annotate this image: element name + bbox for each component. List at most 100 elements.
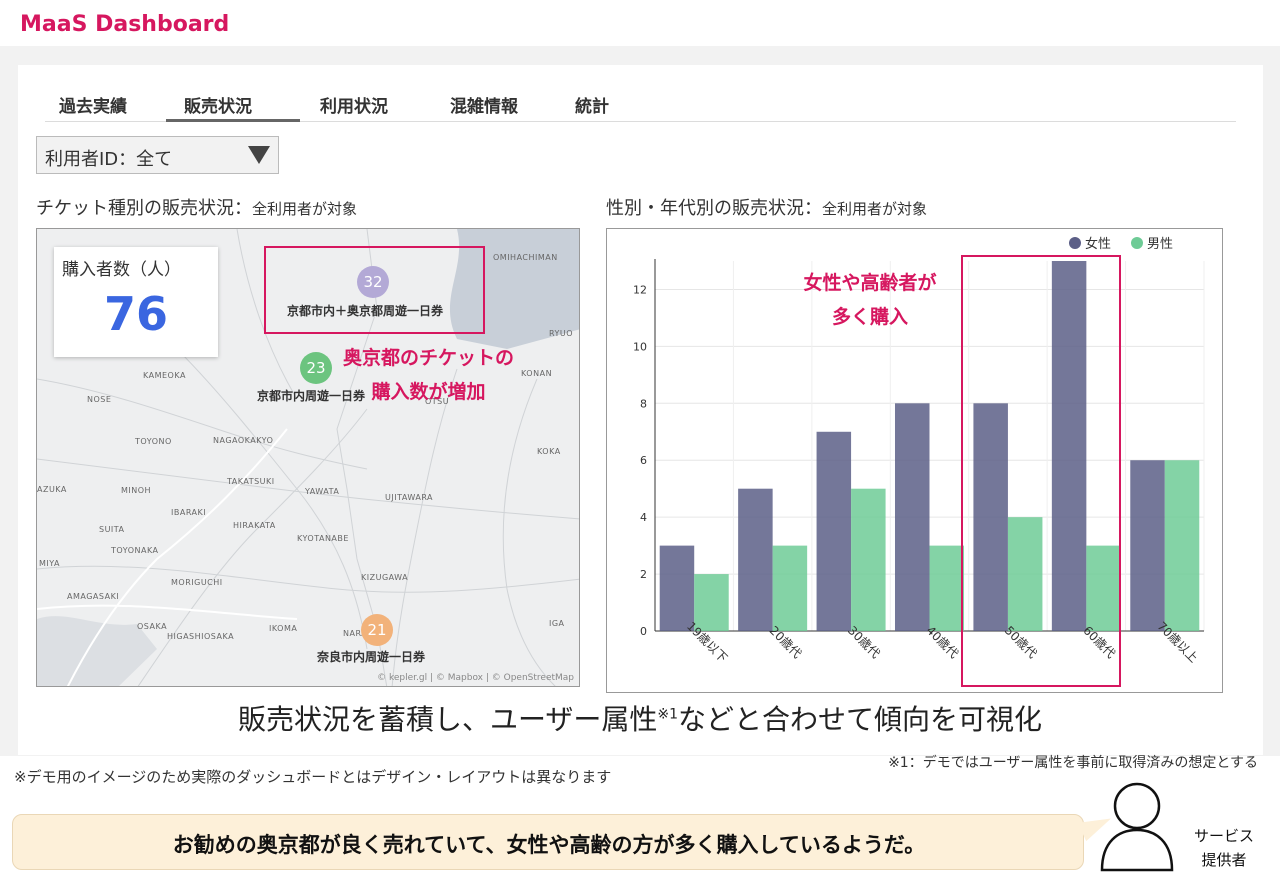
tab-bar: 過去実績 販売状況 利用状況 混雑情報 統計 [45, 88, 1236, 122]
osaka-bay [37, 616, 157, 686]
place-label: HIRAKATA [233, 521, 276, 530]
place-label: IBARAKI [171, 508, 207, 517]
map-attribution: © kepler.gl | © Mapbox | © OpenStreetMap [377, 673, 574, 683]
place-label: OSAKA [137, 622, 168, 631]
person-icon [1100, 782, 1174, 872]
legend-swatch [1131, 237, 1143, 249]
footnote-demo-disclaimer: ※デモ用のイメージのため実際のダッシュボードとはデザイン・レイアウトは異なります [14, 768, 612, 786]
bar-male [1164, 460, 1200, 631]
bar-female [816, 431, 852, 631]
chevron-down-icon [248, 146, 270, 164]
bar-female [1051, 261, 1087, 631]
y-tick-label: 4 [640, 511, 647, 524]
place-label: RYUO [549, 329, 574, 338]
bar-female [894, 403, 930, 631]
chart-annotation: 女性や高齢者が 多く購入 [770, 266, 970, 334]
speech-text: お勧めの奥京都が良く売れていて、女性や高齢の方が多く購入しているようだ。 [172, 833, 926, 857]
bar-male [772, 545, 808, 631]
bar-male [1007, 517, 1043, 631]
ticket-sales-section-title: チケット種別の販売状況：全利用者が対象 [36, 194, 357, 220]
y-tick-label: 10 [633, 340, 647, 353]
purchaser-count-card: 購入者数（人） 76 [54, 247, 218, 357]
place-label: OTSU [425, 397, 450, 406]
bar-male [694, 574, 729, 631]
map-roads [37, 229, 579, 686]
cluster-kyoto-city[interactable]: 23 [300, 352, 332, 384]
y-tick-label: 2 [640, 568, 647, 581]
tab-past-results[interactable]: 過去実績 [59, 97, 127, 117]
place-label: YAWATA [305, 487, 340, 496]
place-label: MORIGUCHI [171, 578, 223, 587]
caption-text: 販売状況を蓄積し、ユーザー属性 [237, 703, 658, 736]
place-label: TAKATSUKI [227, 477, 275, 486]
y-tick-label: 0 [640, 625, 647, 638]
oku-kyoto-highlight-box [264, 246, 485, 334]
legend-swatch [1069, 237, 1081, 249]
persona-label: サービス 提供者 [1192, 824, 1256, 872]
sales-map[interactable]: OMIHACHIMAN RYUO KONAN KAMEOKA NOSE TOYO… [36, 228, 580, 687]
persona-line: 提供者 [1201, 851, 1247, 869]
legend-label: 女性 [1085, 236, 1111, 252]
section-subtitle: 全利用者が対象 [822, 200, 928, 218]
place-label: TOYONAKA [111, 546, 159, 555]
footnote-user-attributes: ※1：デモではユーザー属性を事前に取得済みの想定とする [888, 755, 1258, 771]
bar-male [1086, 545, 1121, 631]
place-label: AMAGASAKI [67, 592, 120, 601]
place-label: NARA [343, 629, 368, 638]
tab-congestion[interactable]: 混雑情報 [450, 97, 518, 117]
place-label: IGA [549, 619, 565, 628]
bar-female [738, 488, 773, 631]
chart-annotation-line: 女性や高齢者が [803, 272, 937, 294]
place-label: UJITAWARA [385, 493, 434, 502]
cluster-label-kyoto-city: 京都市内周遊一日券 [257, 389, 366, 403]
place-label: SUITA [99, 525, 125, 534]
summary-caption: 販売状況を蓄積し、ユーザー属性※1などと合わせて傾向を可視化 [0, 698, 1280, 738]
cluster-label-oku-kyoto: 京都市内＋奥京都周遊一日券 [287, 304, 444, 318]
demographic-sales-section-title: 性別・年代別の販売状況：全利用者が対象 [606, 194, 927, 220]
bar-female [659, 545, 695, 631]
kpi-label: 購入者数（人） [62, 260, 181, 280]
bar-male [929, 545, 965, 631]
place-label: MINOH [121, 486, 152, 495]
kpi-value: 76 [103, 287, 168, 341]
caption-text-2: などと合わせて傾向を可視化 [678, 703, 1043, 736]
bar-female [1130, 460, 1165, 631]
section-title-text: チケット種別の販売状況： [36, 198, 252, 219]
place-label: KYOTANABE [297, 534, 349, 543]
place-label: NAGAOKAKYO [213, 436, 274, 445]
cluster-nara-city[interactable]: 21 [361, 614, 393, 646]
place-label: OMIHACHIMAN [493, 253, 558, 262]
place-label: AZUKA [37, 485, 67, 494]
bar-male [851, 488, 886, 631]
map-annotation-line: 奥京都のチケットの [343, 347, 515, 369]
place-label: IKOMA [269, 624, 298, 633]
speech-bubble: お勧めの奥京都が良く売れていて、女性や高齢の方が多く購入しているようだ。 [12, 814, 1084, 870]
chart-annotation-line: 多く購入 [831, 306, 908, 328]
place-label: KIZUGAWA [361, 573, 409, 582]
lake-biwa [449, 229, 579, 349]
legend-label: 男性 [1147, 237, 1173, 252]
tab-statistics[interactable]: 統計 [575, 97, 609, 117]
place-label: KAMEOKA [143, 371, 186, 380]
dropdown-label: 利用者ID：全て [45, 149, 173, 170]
map-annotation-line: 購入数が増加 [371, 381, 486, 403]
place-label: HIGASHIOSAKA [167, 632, 235, 641]
user-id-filter-dropdown[interactable]: 利用者ID：全て [36, 136, 279, 174]
section-subtitle: 全利用者が対象 [252, 200, 358, 218]
bar-female [973, 403, 1008, 631]
place-label: TOYONO [135, 437, 172, 446]
tab-usage-status[interactable]: 利用状況 [320, 97, 388, 117]
y-tick-label: 8 [640, 397, 647, 410]
caption-footnote-mark: ※1 [657, 706, 679, 723]
map-annotation: 奥京都のチケットの 購入数が増加 [343, 341, 514, 409]
y-tick-label: 12 [633, 283, 647, 296]
app-title: MaaS Dashboard [20, 12, 230, 37]
senior-female-highlight-box [961, 255, 1121, 687]
place-label: KOKA [537, 447, 561, 456]
place-label: NOSE [87, 395, 112, 404]
cluster-label-nara-city: 奈良市内周遊一日券 [317, 650, 426, 664]
cluster-oku-kyoto[interactable]: 32 [357, 266, 389, 298]
tab-sales-status[interactable]: 販売状況 [166, 88, 300, 122]
